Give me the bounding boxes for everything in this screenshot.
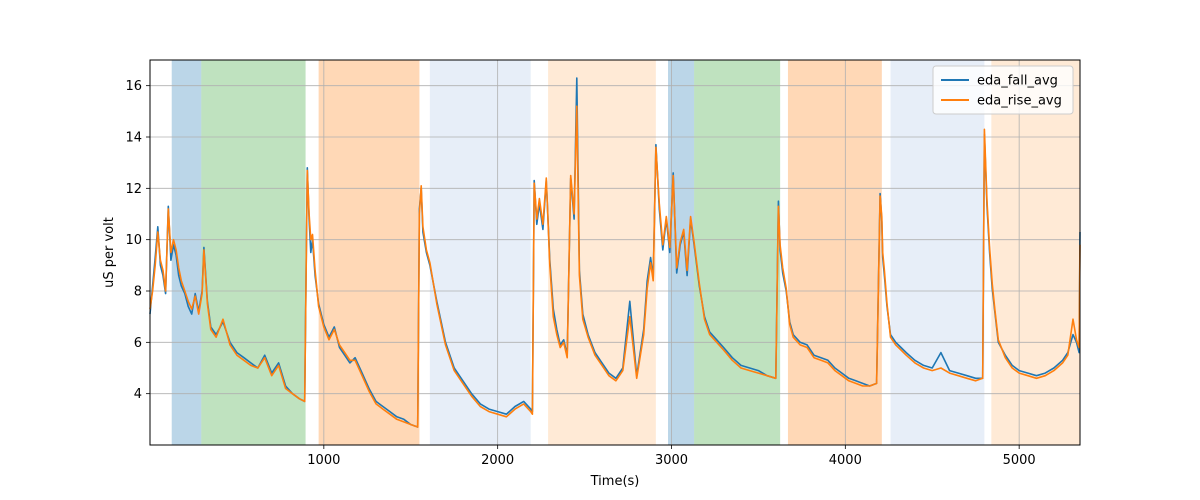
y-tick-label: 4 xyxy=(134,387,142,402)
y-axis-ticks: 4 6 8 10 12 14 16 xyxy=(125,79,150,402)
band-6 xyxy=(694,60,781,445)
x-axis-ticks: 1000 2000 3000 4000 5000 xyxy=(307,445,1036,468)
x-tick-label: 2000 xyxy=(481,453,514,468)
y-tick-label: 8 xyxy=(134,285,142,300)
y-tick-label: 6 xyxy=(134,336,142,351)
band-8 xyxy=(890,60,985,445)
band-5 xyxy=(668,60,695,445)
x-tick-label: 5000 xyxy=(1003,453,1036,468)
y-axis-label: uS per volt xyxy=(102,217,117,288)
y-tick-label: 16 xyxy=(125,79,142,94)
x-tick-label: 4000 xyxy=(829,453,862,468)
plot-frame xyxy=(149,59,1081,446)
series-lines xyxy=(149,77,1081,428)
x-axis-label: Time(s) xyxy=(590,474,640,489)
y-tick-label: 12 xyxy=(125,182,142,197)
condition-bands xyxy=(171,60,1080,445)
x-tick-label: 1000 xyxy=(307,453,340,468)
legend-label-eda-fall-avg: eda_fall_avg xyxy=(977,74,1058,89)
y-tick-label: 10 xyxy=(125,233,142,248)
legend-label-eda-rise-avg: eda_rise_avg xyxy=(977,94,1062,109)
y-tick-label: 14 xyxy=(125,131,142,146)
band-3 xyxy=(429,60,531,445)
band-2 xyxy=(318,60,420,445)
legend-box xyxy=(932,65,1074,115)
legend: eda_fall_avg eda_rise_avg xyxy=(932,65,1074,115)
band-1 xyxy=(201,60,306,445)
band-9 xyxy=(991,60,1080,445)
band-4 xyxy=(548,60,656,445)
band-7 xyxy=(787,60,882,445)
series-line-eda-rise-avg xyxy=(149,105,1081,428)
x-tick-label: 3000 xyxy=(655,453,688,468)
